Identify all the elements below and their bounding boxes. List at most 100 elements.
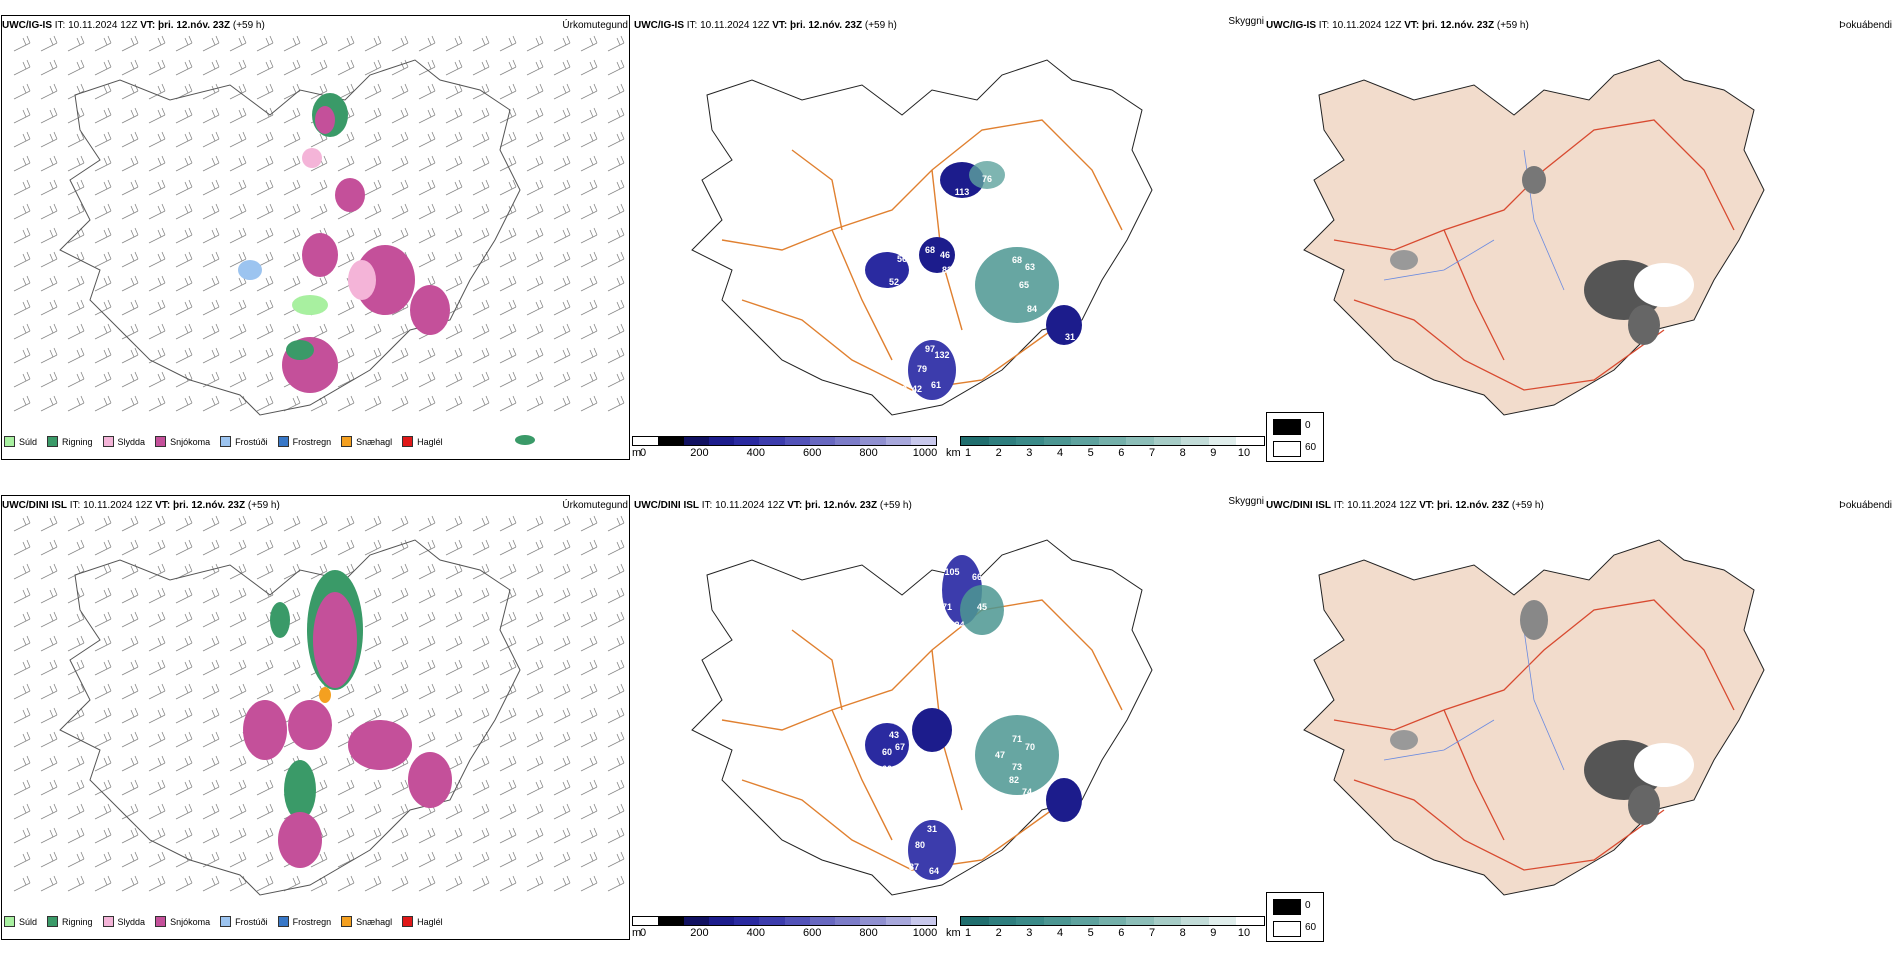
- wind-barb: [391, 563, 409, 580]
- panel-title-precip-type: Úrkomutegund: [562, 20, 628, 31]
- wind-barb: [13, 395, 31, 412]
- legend-item-haglel: Haglél: [402, 436, 443, 447]
- legend-swatch: [102, 916, 114, 927]
- model-name: UWC/DINI ISL: [1266, 500, 1331, 511]
- wind-barb: [175, 275, 193, 292]
- wind-barb: [175, 539, 193, 556]
- wind-barb: [337, 299, 355, 316]
- wind-barb: [13, 683, 31, 700]
- wind-barb: [148, 851, 166, 868]
- lead-time: (+59 h): [1496, 20, 1529, 31]
- wind-barb: [94, 203, 112, 220]
- colorbar-tick-label: 200: [690, 927, 709, 939]
- wind-barb: [499, 155, 517, 172]
- wind-barb: [364, 587, 382, 604]
- wind-barb: [229, 35, 247, 52]
- colorbar-segment: [961, 917, 989, 925]
- wind-barb: [499, 659, 517, 676]
- wind-barb: [175, 875, 193, 892]
- wind-barb: [553, 251, 571, 268]
- wind-barb: [337, 851, 355, 868]
- wind-barb: [445, 131, 463, 148]
- legend-swatch: [47, 436, 59, 447]
- wind-barb: [40, 635, 58, 652]
- wind-barb: [40, 323, 58, 340]
- ceiling-value-label: 61: [931, 380, 941, 390]
- wind-barb: [607, 683, 625, 700]
- wind-barb: [67, 803, 85, 820]
- wind-barb: [445, 59, 463, 76]
- wind-barb: [67, 203, 85, 220]
- wind-barb: [202, 131, 220, 148]
- wind-barb: [13, 611, 31, 628]
- wind-barb: [526, 107, 544, 124]
- legend-swatch: [220, 436, 232, 447]
- wind-barb: [445, 827, 463, 844]
- legend-item-snjokoma: Snjókoma: [155, 436, 210, 447]
- fog-legend-swatch: [1273, 441, 1301, 457]
- legend-swatch: [4, 916, 15, 927]
- wind-barb: [94, 683, 112, 700]
- wind-barb: [94, 107, 112, 124]
- panel-header: UWC/IG-IS IT: 10.11.2024 12Z VT: þri. 12…: [634, 20, 897, 31]
- wind-barb: [202, 59, 220, 76]
- legend-swatch: [4, 436, 15, 447]
- fog-legend: 0 60: [1266, 412, 1324, 462]
- legend-label: Haglél: [417, 436, 443, 447]
- visibility-panel: UWC/DINI ISL IT: 10.11.2024 12Z VT: þri.…: [632, 480, 1264, 955]
- wind-barb: [553, 107, 571, 124]
- wind-barb: [256, 659, 274, 676]
- wind-barb: [364, 611, 382, 628]
- wind-barb: [256, 779, 274, 796]
- wind-barb: [445, 731, 463, 748]
- wind-barb: [445, 851, 463, 868]
- wind-barb: [94, 131, 112, 148]
- wind-barb: [175, 107, 193, 124]
- visibility-colorbar: [960, 436, 1265, 446]
- colorbar-tick-label: 10: [1237, 927, 1251, 939]
- wind-barb: [67, 851, 85, 868]
- wind-barb: [13, 875, 31, 892]
- wind-barb: [580, 659, 598, 676]
- wind-barb: [364, 827, 382, 844]
- wind-barb: [310, 275, 328, 292]
- wind-barb: [391, 227, 409, 244]
- wind-barb: [337, 755, 355, 772]
- wind-barb: [472, 587, 490, 604]
- colorbar-tick-label: 1000: [912, 447, 938, 459]
- colorbar-segment: [1016, 917, 1044, 925]
- wind-barb: [391, 827, 409, 844]
- wind-barb: [202, 587, 220, 604]
- wind-barb: [40, 203, 58, 220]
- wind-barb: [148, 371, 166, 388]
- wind-barb: [148, 779, 166, 796]
- colorbar-segment: [683, 437, 709, 445]
- wind-barb: [526, 731, 544, 748]
- wind-barb: [553, 155, 571, 172]
- wind-barb: [13, 851, 31, 868]
- wind-barb: [337, 83, 355, 100]
- colorbar-segment: [1208, 917, 1237, 925]
- wind-barb: [364, 851, 382, 868]
- ceiling-unit: m: [632, 447, 642, 459]
- wind-barb: [148, 659, 166, 676]
- ceiling-value-label: 31: [1065, 332, 1075, 342]
- wind-barb: [229, 515, 247, 532]
- wind-barb: [472, 803, 490, 820]
- wind-barb: [418, 83, 436, 100]
- wind-barb: [364, 707, 382, 724]
- wind-barb: [67, 731, 85, 748]
- ceiling-value-label: 68: [925, 245, 935, 255]
- wind-barb: [499, 755, 517, 772]
- ceiling-value-label: 71: [942, 602, 952, 612]
- wind-barb: [310, 851, 328, 868]
- wind-barb: [607, 251, 625, 268]
- ceiling-value-label: 82: [942, 265, 952, 275]
- wind-barb: [499, 299, 517, 316]
- wind-barb: [499, 227, 517, 244]
- wind-barb: [13, 179, 31, 196]
- wind-barb: [364, 155, 382, 172]
- legend-label: Súld: [19, 436, 38, 447]
- wind-barb: [391, 587, 409, 604]
- colorbar-segment: [860, 917, 886, 925]
